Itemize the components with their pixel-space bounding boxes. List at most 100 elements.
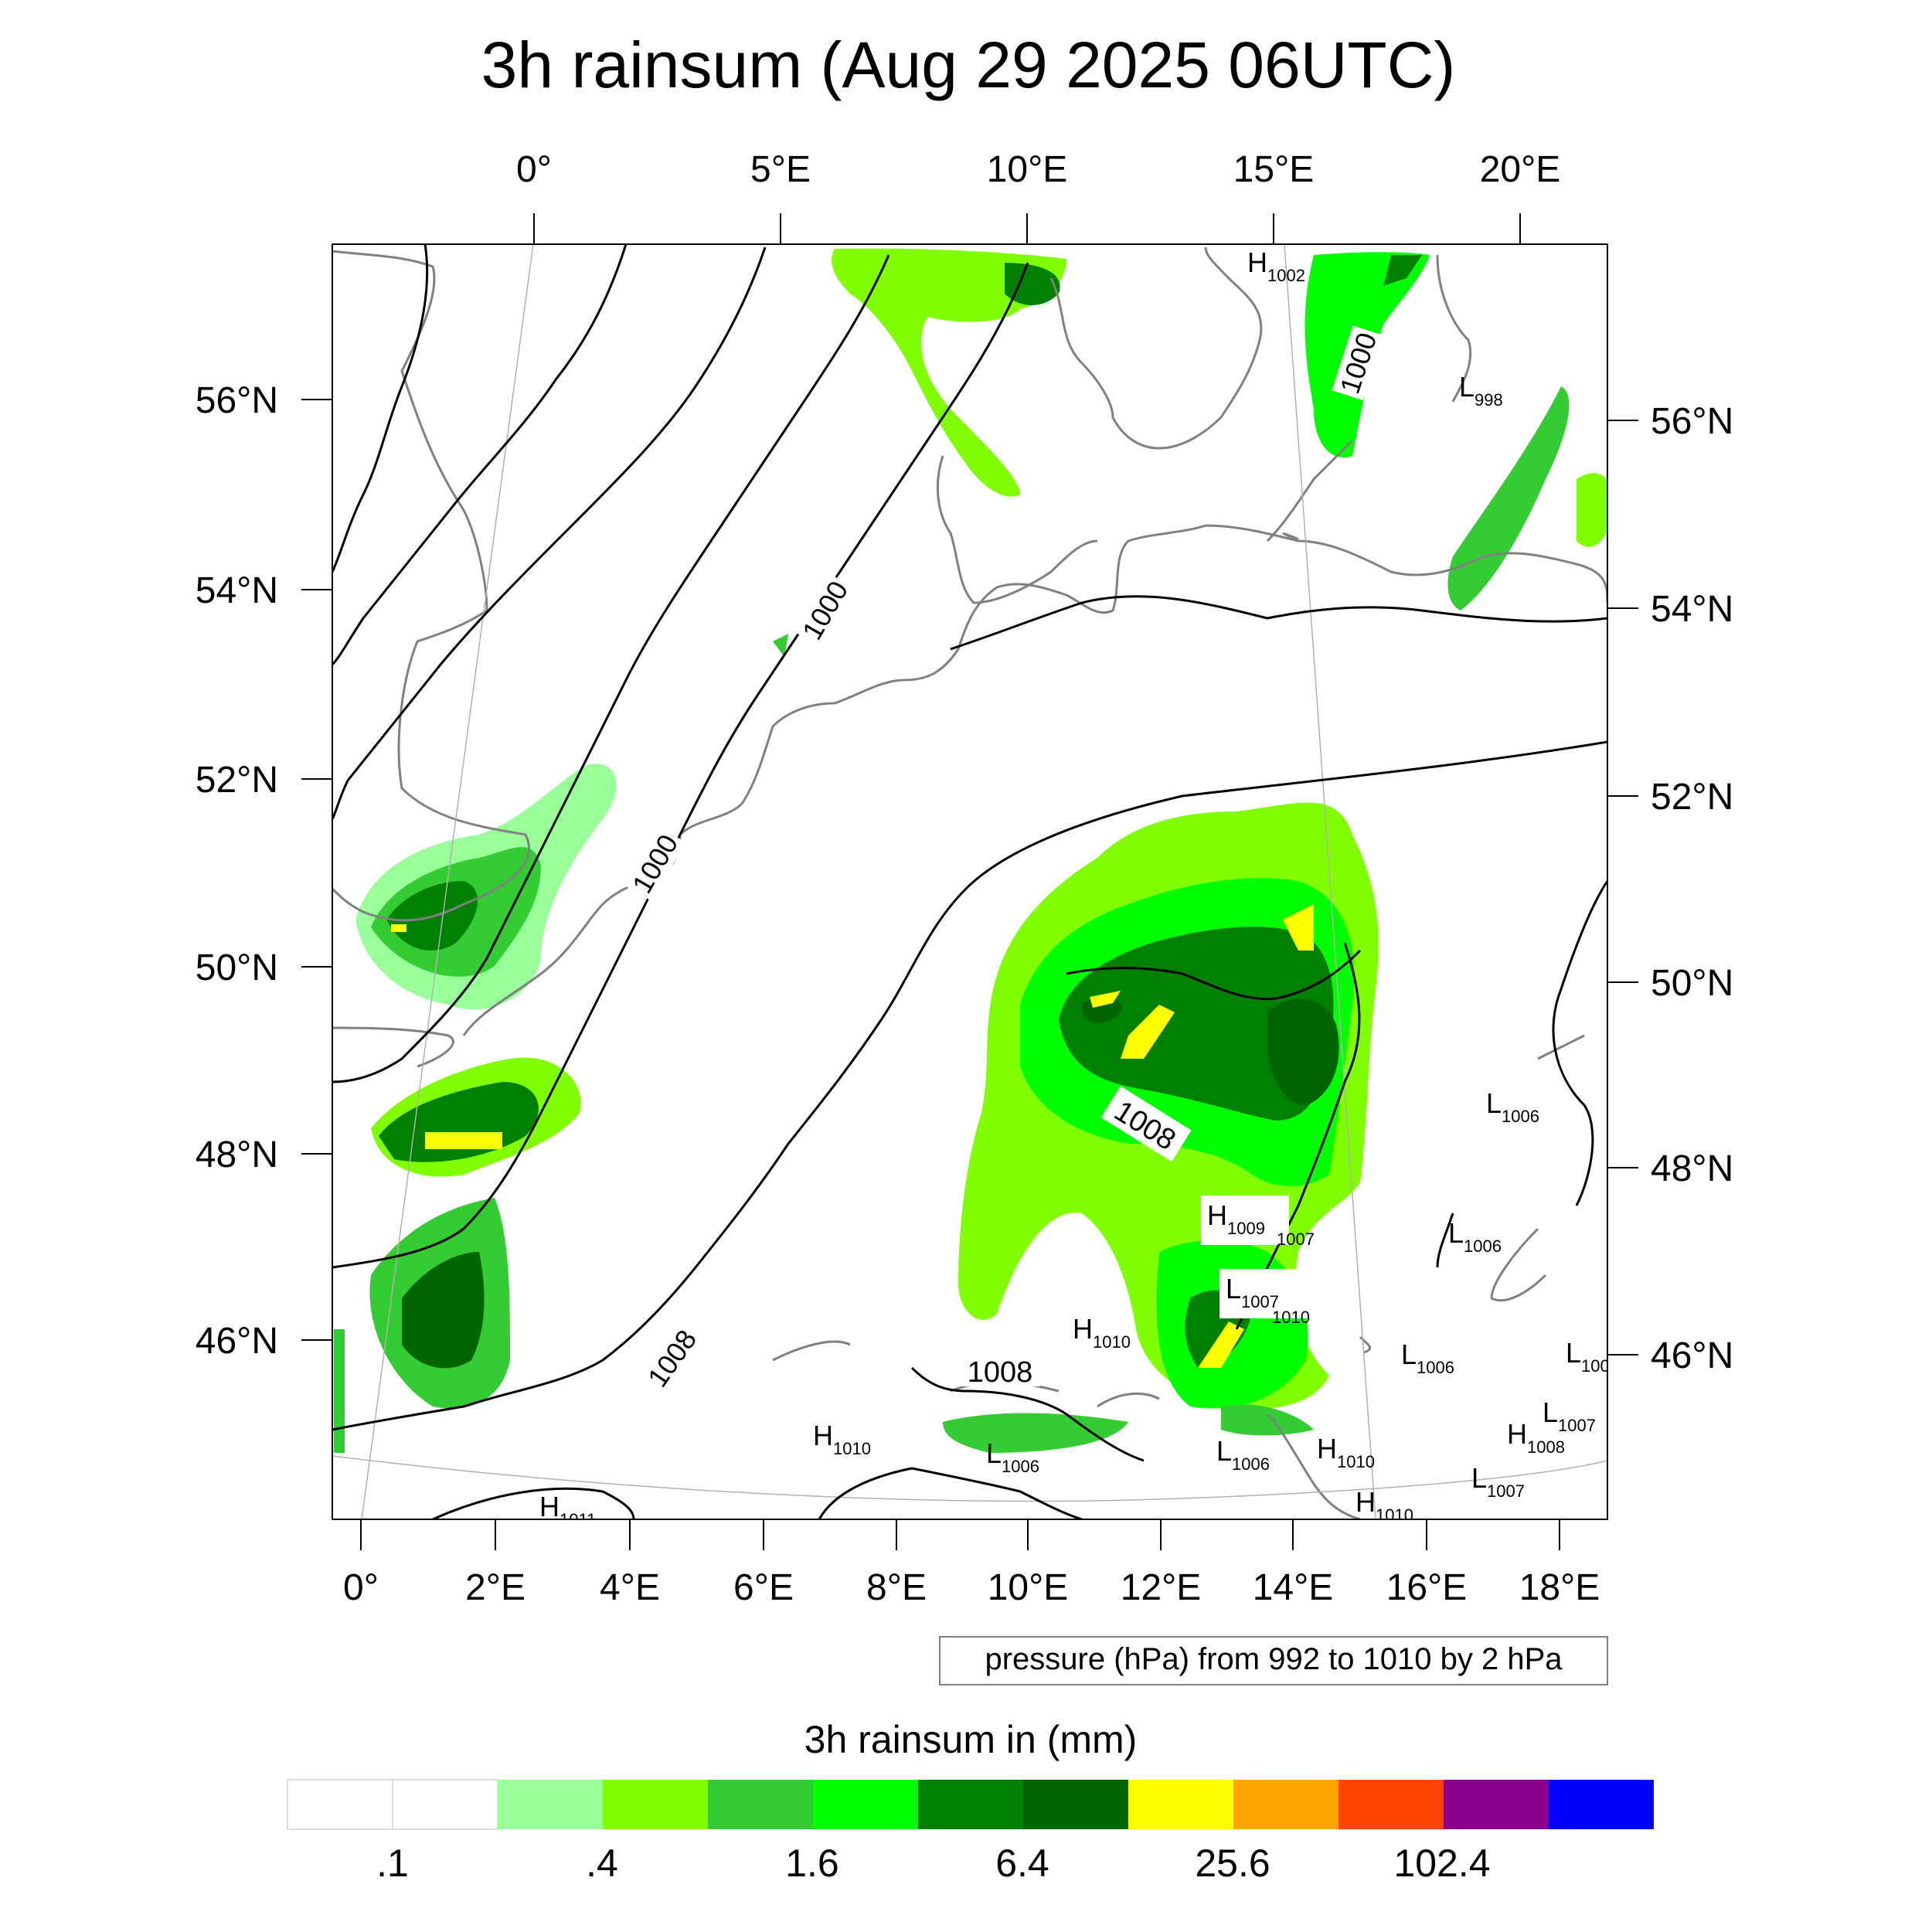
isobar-label-1008-c: 1008 bbox=[968, 1356, 1033, 1389]
colorbar bbox=[287, 1779, 1654, 1830]
colorbar-label: 102.4 bbox=[1393, 1842, 1490, 1885]
pressure-center-h-1011: H1011 bbox=[539, 1491, 596, 1529]
svg-text:L1007: L1007 bbox=[1226, 1273, 1279, 1311]
colorbar-swatch bbox=[1444, 1780, 1549, 1829]
pressure-center-h-1010-b: H1010 bbox=[813, 1420, 871, 1458]
top-axis-labels: 0° 5°E 10°E 15°E 20°E bbox=[516, 149, 1560, 190]
svg-text:H1010: H1010 bbox=[1355, 1486, 1413, 1525]
pressure-note-text: pressure (hPa) from 992 to 1010 by 2 hPa bbox=[985, 1642, 1563, 1676]
right-tick-label: 50°N bbox=[1651, 963, 1733, 1004]
pressure-center-l-1006-d: L1006 bbox=[986, 1437, 1039, 1476]
pressure-center-l-1007-c: L1007 bbox=[1566, 1337, 1619, 1376]
right-tick-label: 56°N bbox=[1651, 401, 1733, 442]
pressure-center-h-1010-a: H1010 bbox=[1073, 1313, 1131, 1352]
colorbar-swatch bbox=[1549, 1780, 1654, 1829]
left-tick-label: 50°N bbox=[196, 947, 278, 988]
colorbar-label: .4 bbox=[586, 1842, 618, 1885]
svg-text:1010: 1010 bbox=[1272, 1308, 1310, 1327]
svg-text:H1010: H1010 bbox=[1073, 1313, 1131, 1352]
left-tick-label: 56°N bbox=[196, 380, 278, 421]
colorbar-swatch bbox=[1233, 1780, 1338, 1829]
svg-text:L1006: L1006 bbox=[1216, 1435, 1270, 1474]
svg-text:H1010: H1010 bbox=[1317, 1433, 1375, 1471]
bottom-tick-label: 2°E bbox=[465, 1567, 526, 1608]
rain-area-west bbox=[334, 1198, 510, 1453]
pressure-center-l-1007-a: 1007 bbox=[1277, 1230, 1315, 1249]
bottom-tick-label: 4°E bbox=[600, 1567, 660, 1608]
colorbar-swatch bbox=[813, 1780, 918, 1829]
pressure-center-h-1009: H1009 bbox=[1201, 1196, 1289, 1245]
pressure-center-l-998: L998 bbox=[1459, 371, 1503, 410]
svg-text:H1010: H1010 bbox=[813, 1420, 871, 1458]
colorbar-swatch bbox=[287, 1779, 393, 1830]
colorbar-title: 3h rainsum in (mm) bbox=[804, 1718, 1138, 1761]
top-tick-label: 15°E bbox=[1233, 149, 1315, 190]
left-tick-label: 54°N bbox=[196, 570, 278, 611]
svg-text:L1007: L1007 bbox=[1543, 1396, 1596, 1435]
colorbar-swatch bbox=[1338, 1780, 1444, 1829]
colorbar-swatch bbox=[392, 1779, 498, 1830]
map-panel: 1000 1000 1000 1008 1008 1008 bbox=[332, 244, 1619, 1529]
pressure-center-h-1008: H1008 bbox=[1507, 1418, 1565, 1457]
colorbar-label: 1.6 bbox=[785, 1842, 839, 1885]
colorbar-swatch bbox=[603, 1780, 708, 1829]
bottom-tick-label: 16°E bbox=[1386, 1567, 1468, 1608]
pressure-center-l-1007-b: L1007 bbox=[1219, 1269, 1315, 1318]
bottom-tick-label: 8°E bbox=[866, 1567, 927, 1608]
colorbar-swatch bbox=[498, 1780, 603, 1829]
pressure-center-l-1006-a: L1006 bbox=[1486, 1087, 1539, 1126]
top-tick-label: 5°E bbox=[750, 149, 811, 190]
colorbar-label: 25.6 bbox=[1195, 1842, 1270, 1885]
svg-text:L1006: L1006 bbox=[1486, 1087, 1539, 1126]
top-tick-label: 0° bbox=[516, 149, 552, 190]
bottom-tick-label: 0° bbox=[343, 1567, 379, 1608]
left-tick-label: 48°N bbox=[196, 1134, 278, 1175]
right-tick-label: 48°N bbox=[1651, 1148, 1733, 1189]
colorbar-swatch bbox=[1128, 1780, 1233, 1829]
colorbar-labels: .1 .4 1.6 6.4 25.6 102.4 bbox=[376, 1842, 1490, 1885]
isobars bbox=[332, 244, 1607, 1519]
pressure-center-h-1002: H1002 bbox=[1247, 247, 1305, 285]
colorbar-swatch bbox=[1023, 1780, 1128, 1829]
svg-text:H1008: H1008 bbox=[1507, 1418, 1565, 1457]
bottom-tick-label: 18°E bbox=[1519, 1567, 1600, 1608]
bottom-tick-label: 12°E bbox=[1121, 1567, 1202, 1608]
svg-text:H1009: H1009 bbox=[1207, 1199, 1265, 1238]
right-tick-label: 46°N bbox=[1651, 1335, 1733, 1376]
map-frame bbox=[332, 243, 1608, 1520]
pressure-center-l-1006-b: L1006 bbox=[1448, 1217, 1502, 1256]
pressure-note: pressure (hPa) from 992 to 1010 by 2 hPa bbox=[939, 1636, 1608, 1685]
bottom-tick-label: 14°E bbox=[1253, 1567, 1334, 1608]
map-title: 3h rainsum (Aug 29 2025 06UTC) bbox=[481, 29, 1456, 101]
top-tick-label: 10°E bbox=[987, 149, 1068, 190]
bottom-axis-labels: 0° 2°E 4°E 6°E 8°E 10°E 12°E 14°E 16°E 1… bbox=[343, 1567, 1600, 1608]
svg-text:L998: L998 bbox=[1459, 371, 1503, 410]
right-tick-label: 52°N bbox=[1651, 777, 1733, 818]
pressure-centers: H1002 L998 L1006 L1006 H1009 1007 L1007 … bbox=[539, 247, 1619, 1529]
graticule bbox=[332, 244, 1607, 1519]
pressure-center-l-1006-e: L1006 bbox=[1216, 1435, 1270, 1474]
svg-text:L1007: L1007 bbox=[1566, 1337, 1619, 1376]
colorbar-label: .1 bbox=[376, 1842, 409, 1885]
left-axis-labels: 56°N 54°N 52°N 50°N 48°N 46°N bbox=[196, 380, 278, 1362]
pressure-center-l-1007-e: L1007 bbox=[1471, 1462, 1525, 1501]
pressure-center-l-1007-d: L1007 bbox=[1543, 1396, 1596, 1435]
svg-text:1007: 1007 bbox=[1277, 1230, 1315, 1249]
left-tick-label: 52°N bbox=[196, 760, 278, 801]
pressure-center-h-1010-d: H1010 bbox=[1355, 1486, 1413, 1525]
colorbar-label: 6.4 bbox=[995, 1842, 1049, 1885]
svg-text:L1007: L1007 bbox=[1471, 1462, 1525, 1501]
svg-text:L1006: L1006 bbox=[1448, 1217, 1502, 1256]
bottom-tick-label: 6°E bbox=[733, 1567, 794, 1608]
pressure-center-l-1010: 1010 bbox=[1272, 1308, 1310, 1327]
svg-text:H1002: H1002 bbox=[1247, 247, 1305, 285]
right-axis-labels: 56°N 54°N 52°N 50°N 48°N 46°N bbox=[1651, 401, 1733, 1376]
axis-ticks bbox=[301, 213, 1638, 1550]
svg-text:L1006: L1006 bbox=[1401, 1338, 1454, 1377]
svg-text:H1011: H1011 bbox=[539, 1491, 596, 1529]
pressure-center-l-1006-c: L1006 bbox=[1401, 1338, 1454, 1377]
pressure-center-h-1010-c: H1010 bbox=[1317, 1433, 1375, 1471]
top-tick-label: 20°E bbox=[1480, 149, 1561, 190]
colorbar-swatch bbox=[918, 1780, 1023, 1829]
